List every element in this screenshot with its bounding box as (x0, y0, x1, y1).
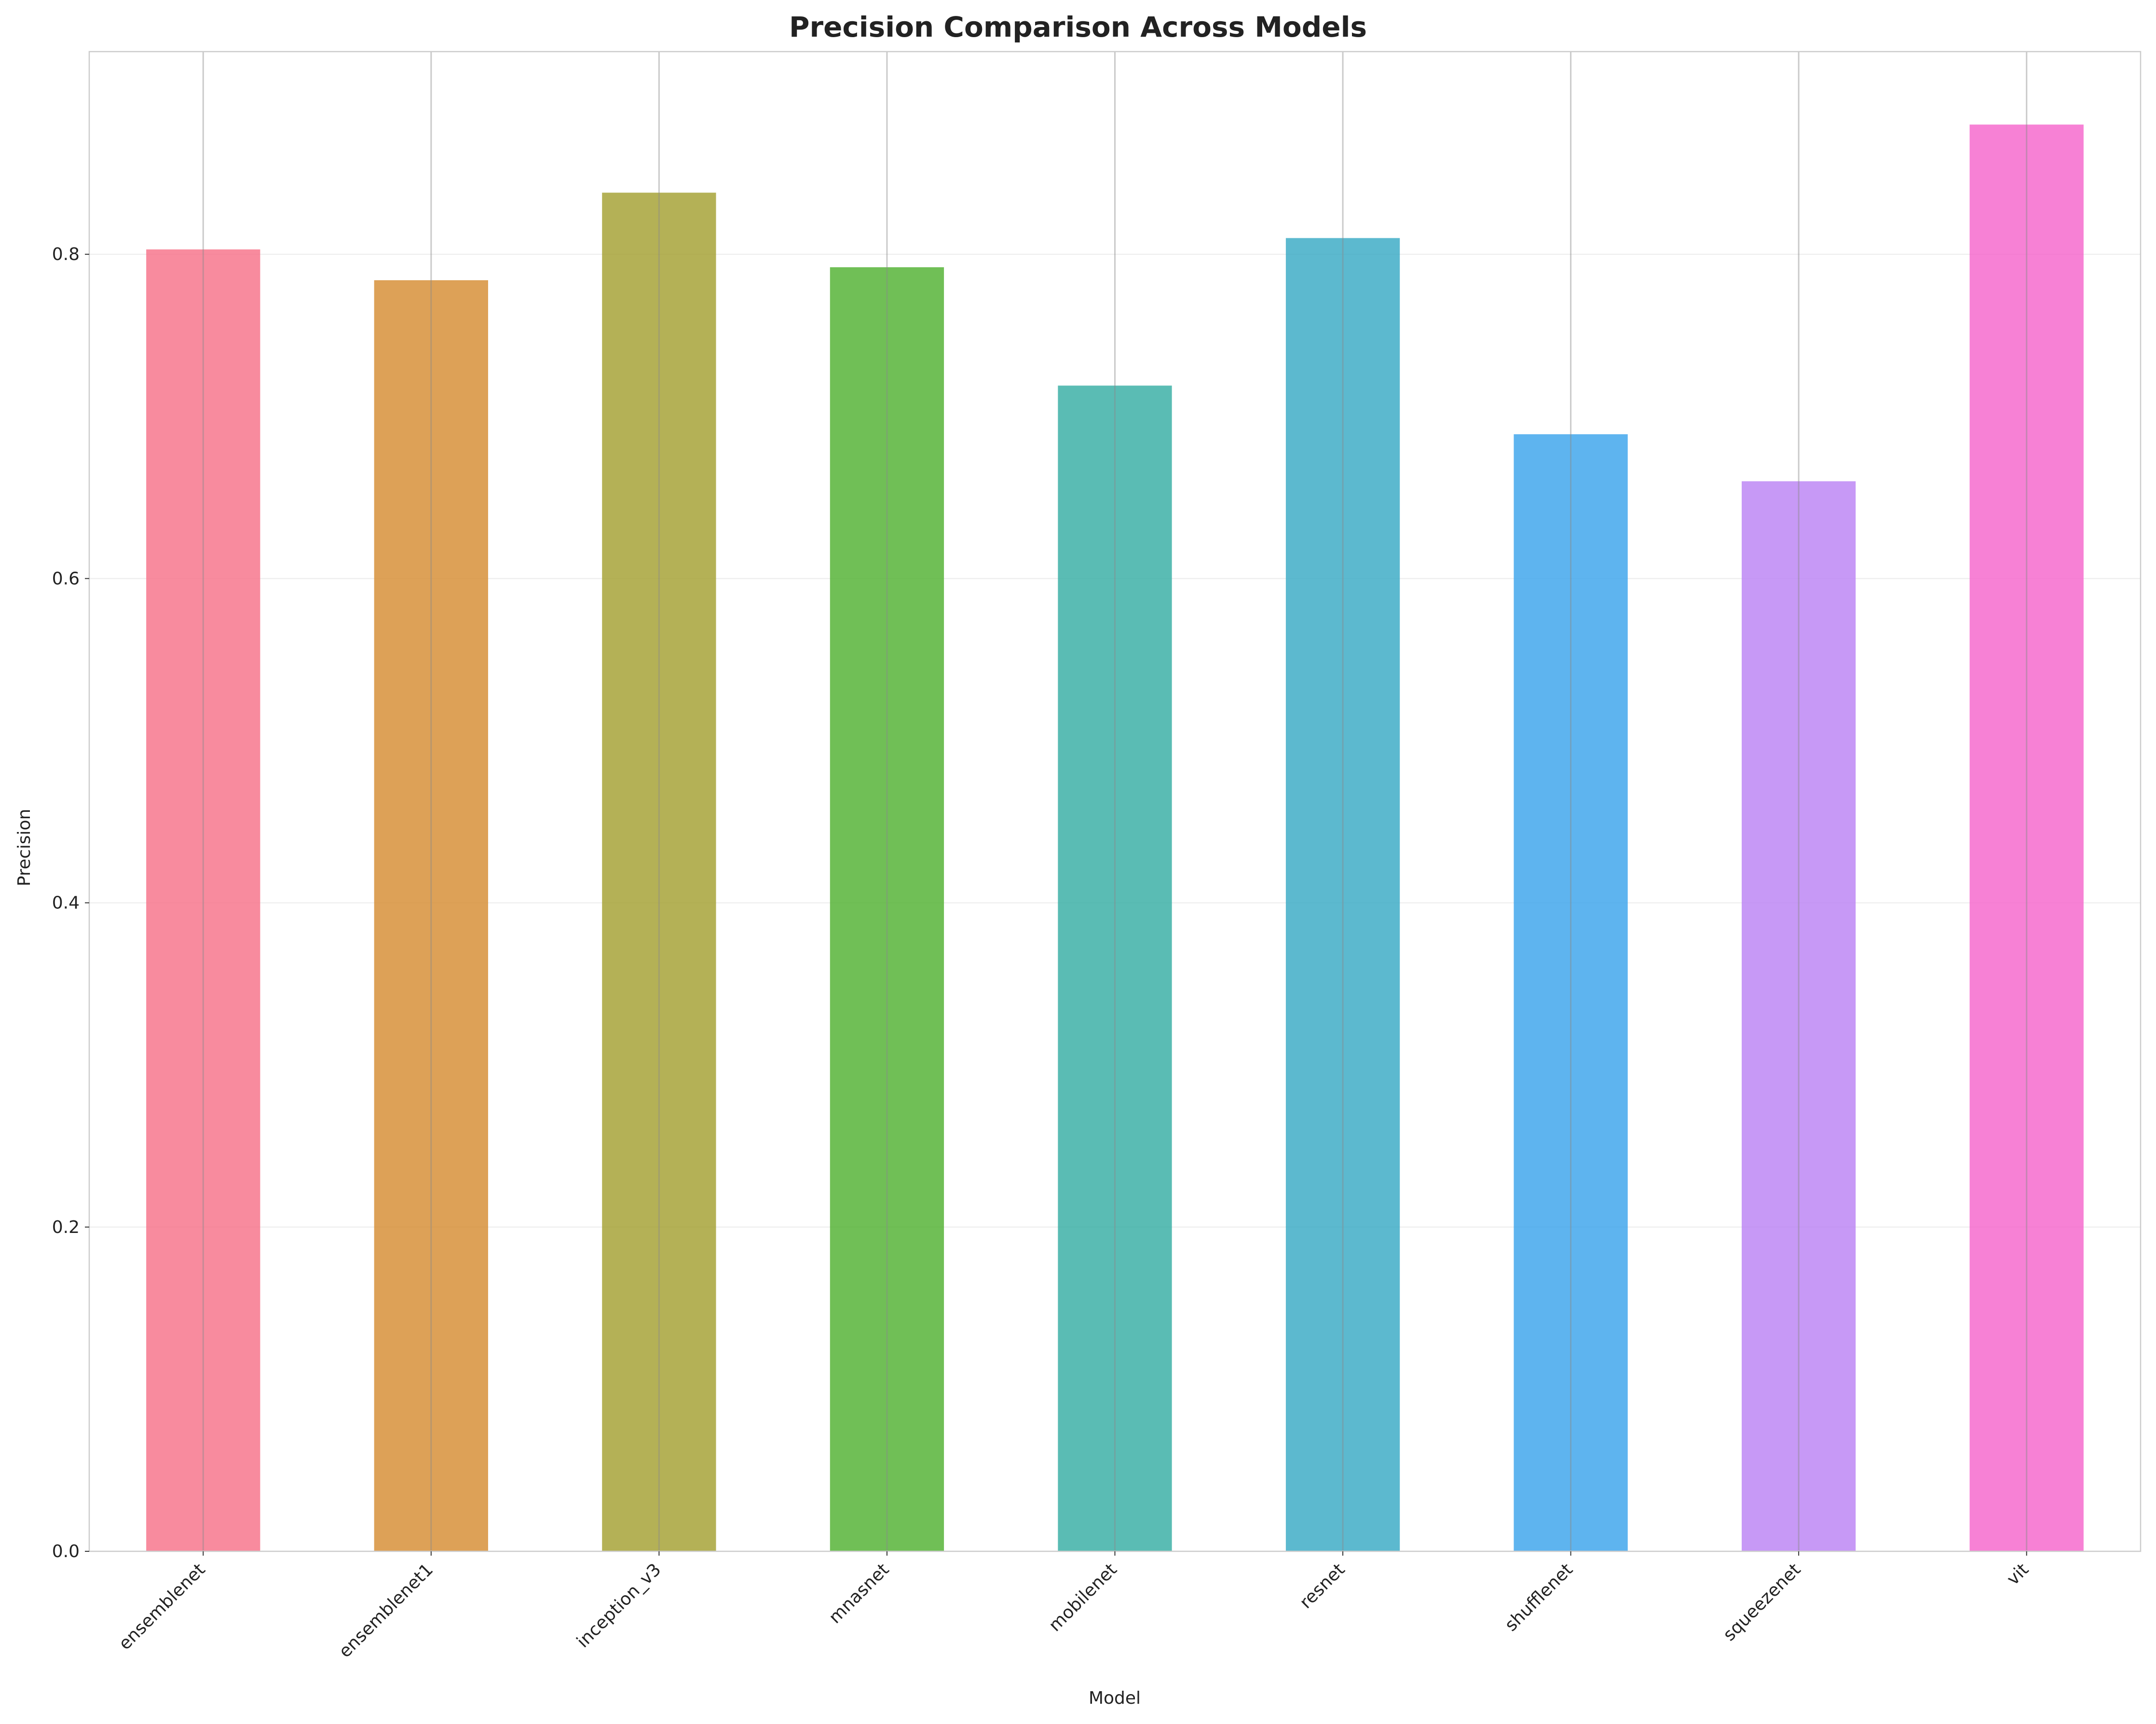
bar-ensemblenet1 (374, 280, 488, 1552)
bars (146, 124, 2084, 1552)
x-axis-label: Model (1089, 1688, 1141, 1708)
bar-vit (1969, 124, 2084, 1552)
y-tick-label: 0.0 (52, 1542, 80, 1561)
bar-squeezenet (1742, 481, 1856, 1551)
y-tick-label: 0.4 (52, 893, 80, 913)
y-tick-label: 0.6 (52, 569, 80, 588)
bar-ensemblenet (146, 249, 260, 1552)
y-tick-label: 0.8 (52, 245, 80, 264)
bar-mobilenet (1058, 385, 1172, 1551)
bar-inception_v3 (602, 192, 716, 1551)
vertical-grid-lines (202, 52, 2028, 1551)
bar-mnasnet (830, 267, 944, 1551)
bar-shufflenet (1514, 434, 1628, 1552)
chart-title: Precision Comparison Across Models (789, 11, 1367, 43)
bar-resnet (1285, 238, 1400, 1551)
y-axis-ticks: 0.0 0.2 0.4 0.6 0.8 (52, 245, 89, 1561)
y-tick-label: 0.2 (52, 1218, 80, 1237)
y-axis-label: Precision (14, 809, 34, 887)
